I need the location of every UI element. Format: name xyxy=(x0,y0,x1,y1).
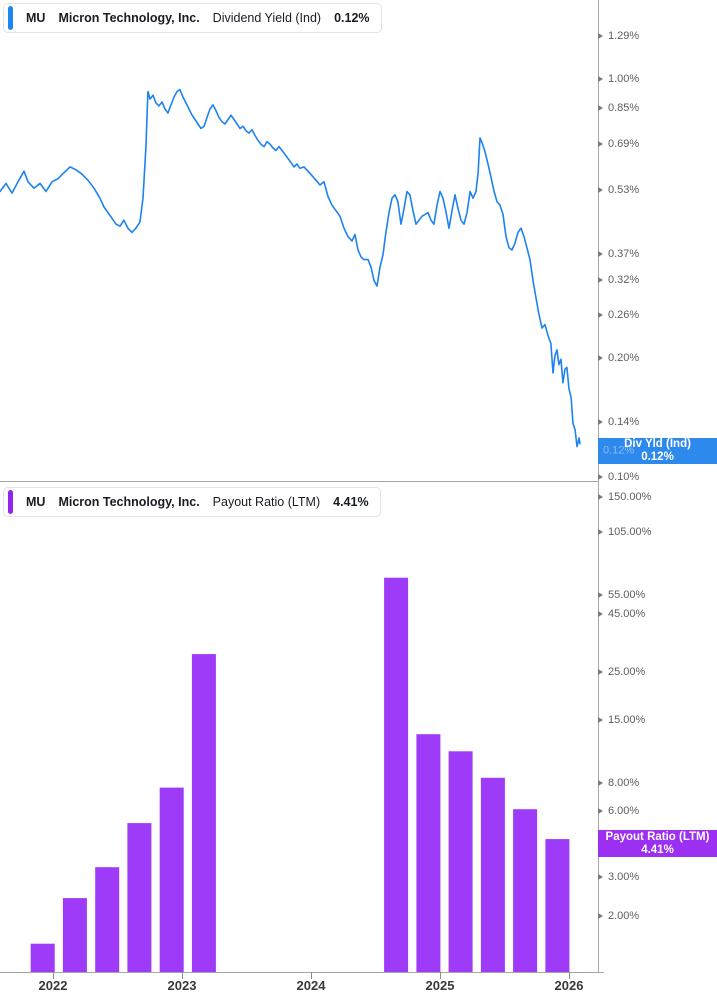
y-tick-label: 105.00% xyxy=(608,526,652,538)
payout-ratio-bar[interactable] xyxy=(545,839,570,972)
y-tick-marker xyxy=(598,780,603,786)
y-tick-label: 0.69% xyxy=(608,138,640,150)
x-tick-label: 2023 xyxy=(167,978,197,993)
x-tick-label: 2026 xyxy=(554,978,584,993)
x-tick-label: 2022 xyxy=(38,978,68,993)
y-tick-marker xyxy=(598,611,603,617)
y-tick-label: 2.00% xyxy=(608,910,640,922)
y-tick-marker xyxy=(598,187,603,193)
payout-ratio-bar[interactable] xyxy=(384,577,409,972)
legend-payout-ratio[interactable]: MU Micron Technology, Inc. Payout Ratio … xyxy=(3,487,381,517)
y-tick-label: 0.20% xyxy=(608,352,640,364)
payout-ratio-bar[interactable] xyxy=(127,823,152,972)
y-tick-label: 0.53% xyxy=(608,184,640,196)
payout-ratio-bar[interactable] xyxy=(62,898,87,972)
y-tick-label: 55.00% xyxy=(608,589,646,601)
y-tick-label: 15.00% xyxy=(608,714,646,726)
metric-name: Dividend Yield (Ind) xyxy=(212,11,322,25)
y-tick-label: 0.26% xyxy=(608,309,640,321)
y-tick-marker xyxy=(598,419,603,425)
ticker-symbol: MU xyxy=(26,11,46,25)
value-label-value: 4.41% xyxy=(641,843,674,856)
legend-dividend-yield[interactable]: MU Micron Technology, Inc. Dividend Yiel… xyxy=(3,3,382,33)
y-tick-marker xyxy=(598,717,603,723)
current-value-label-payout-ratio: Payout Ratio (LTM) 4.41% xyxy=(598,830,717,857)
dividend-yield-line xyxy=(0,88,581,448)
y-tick-marker xyxy=(598,33,603,39)
y-tick-marker xyxy=(598,277,603,283)
payout-ratio-bar[interactable] xyxy=(30,943,55,972)
value-label-title: Payout Ratio (LTM) xyxy=(605,830,710,843)
y-tick-label: 8.00% xyxy=(608,777,640,789)
y-tick-label: 0.32% xyxy=(608,274,640,286)
metric-name: Payout Ratio (LTM) xyxy=(212,495,321,509)
hidden-axis-tick: 0.12% xyxy=(603,444,635,457)
x-tick-label: 2025 xyxy=(425,978,455,993)
y-tick-label: 0.10% xyxy=(608,471,640,483)
y-tick-label: 25.00% xyxy=(608,666,646,678)
metric-value: 0.12% xyxy=(334,11,370,25)
payout-ratio-bar[interactable] xyxy=(480,777,505,972)
y-tick-label: 0.37% xyxy=(608,248,640,260)
y-tick-label: 3.00% xyxy=(608,871,640,883)
company-name: Micron Technology, Inc. xyxy=(58,11,200,25)
y-tick-marker xyxy=(598,141,603,147)
y-tick-marker xyxy=(598,529,603,535)
y-tick-marker xyxy=(598,312,603,318)
y-tick-marker xyxy=(598,874,603,880)
payout-ratio-bar[interactable] xyxy=(416,734,441,972)
payout-ratio-bar[interactable] xyxy=(191,654,216,972)
y-tick-label: 1.00% xyxy=(608,73,640,85)
y-tick-label: 0.85% xyxy=(608,102,640,114)
y-tick-label: 0.14% xyxy=(608,416,640,428)
company-name: Micron Technology, Inc. xyxy=(58,495,200,509)
x-tick-label: 2024 xyxy=(296,978,326,993)
y-tick-label: 150.00% xyxy=(608,491,652,503)
y-tick-marker xyxy=(598,808,603,814)
y-tick-marker xyxy=(598,669,603,675)
metric-value: 4.41% xyxy=(333,495,369,509)
y-tick-label: 45.00% xyxy=(608,608,646,620)
payout-ratio-bar[interactable] xyxy=(448,751,473,972)
series-color-bar-purple xyxy=(8,490,13,514)
y-tick-label: 6.00% xyxy=(608,805,640,817)
payout-ratio-bar[interactable] xyxy=(513,809,538,972)
y-tick-marker xyxy=(598,913,603,919)
y-tick-marker xyxy=(598,474,603,480)
y-tick-label: 1.29% xyxy=(608,30,640,42)
y-tick-marker xyxy=(598,592,603,598)
y-tick-marker xyxy=(598,105,603,111)
ticker-symbol: MU xyxy=(26,495,46,509)
series-color-bar-blue xyxy=(8,6,13,30)
y-tick-marker xyxy=(598,251,603,257)
x-axis[interactable] xyxy=(0,972,717,1005)
value-label-value: 0.12% xyxy=(641,451,674,463)
y-tick-marker xyxy=(598,355,603,361)
value-label-title: Div Yld (Ind) xyxy=(624,438,691,450)
current-value-label-div-yld: 0.12% Div Yld (Ind) 0.12% xyxy=(598,438,717,464)
y-tick-marker xyxy=(598,76,603,82)
payout-ratio-bar[interactable] xyxy=(95,867,120,972)
payout-ratio-bar[interactable] xyxy=(159,787,184,972)
y-tick-marker xyxy=(598,494,603,500)
